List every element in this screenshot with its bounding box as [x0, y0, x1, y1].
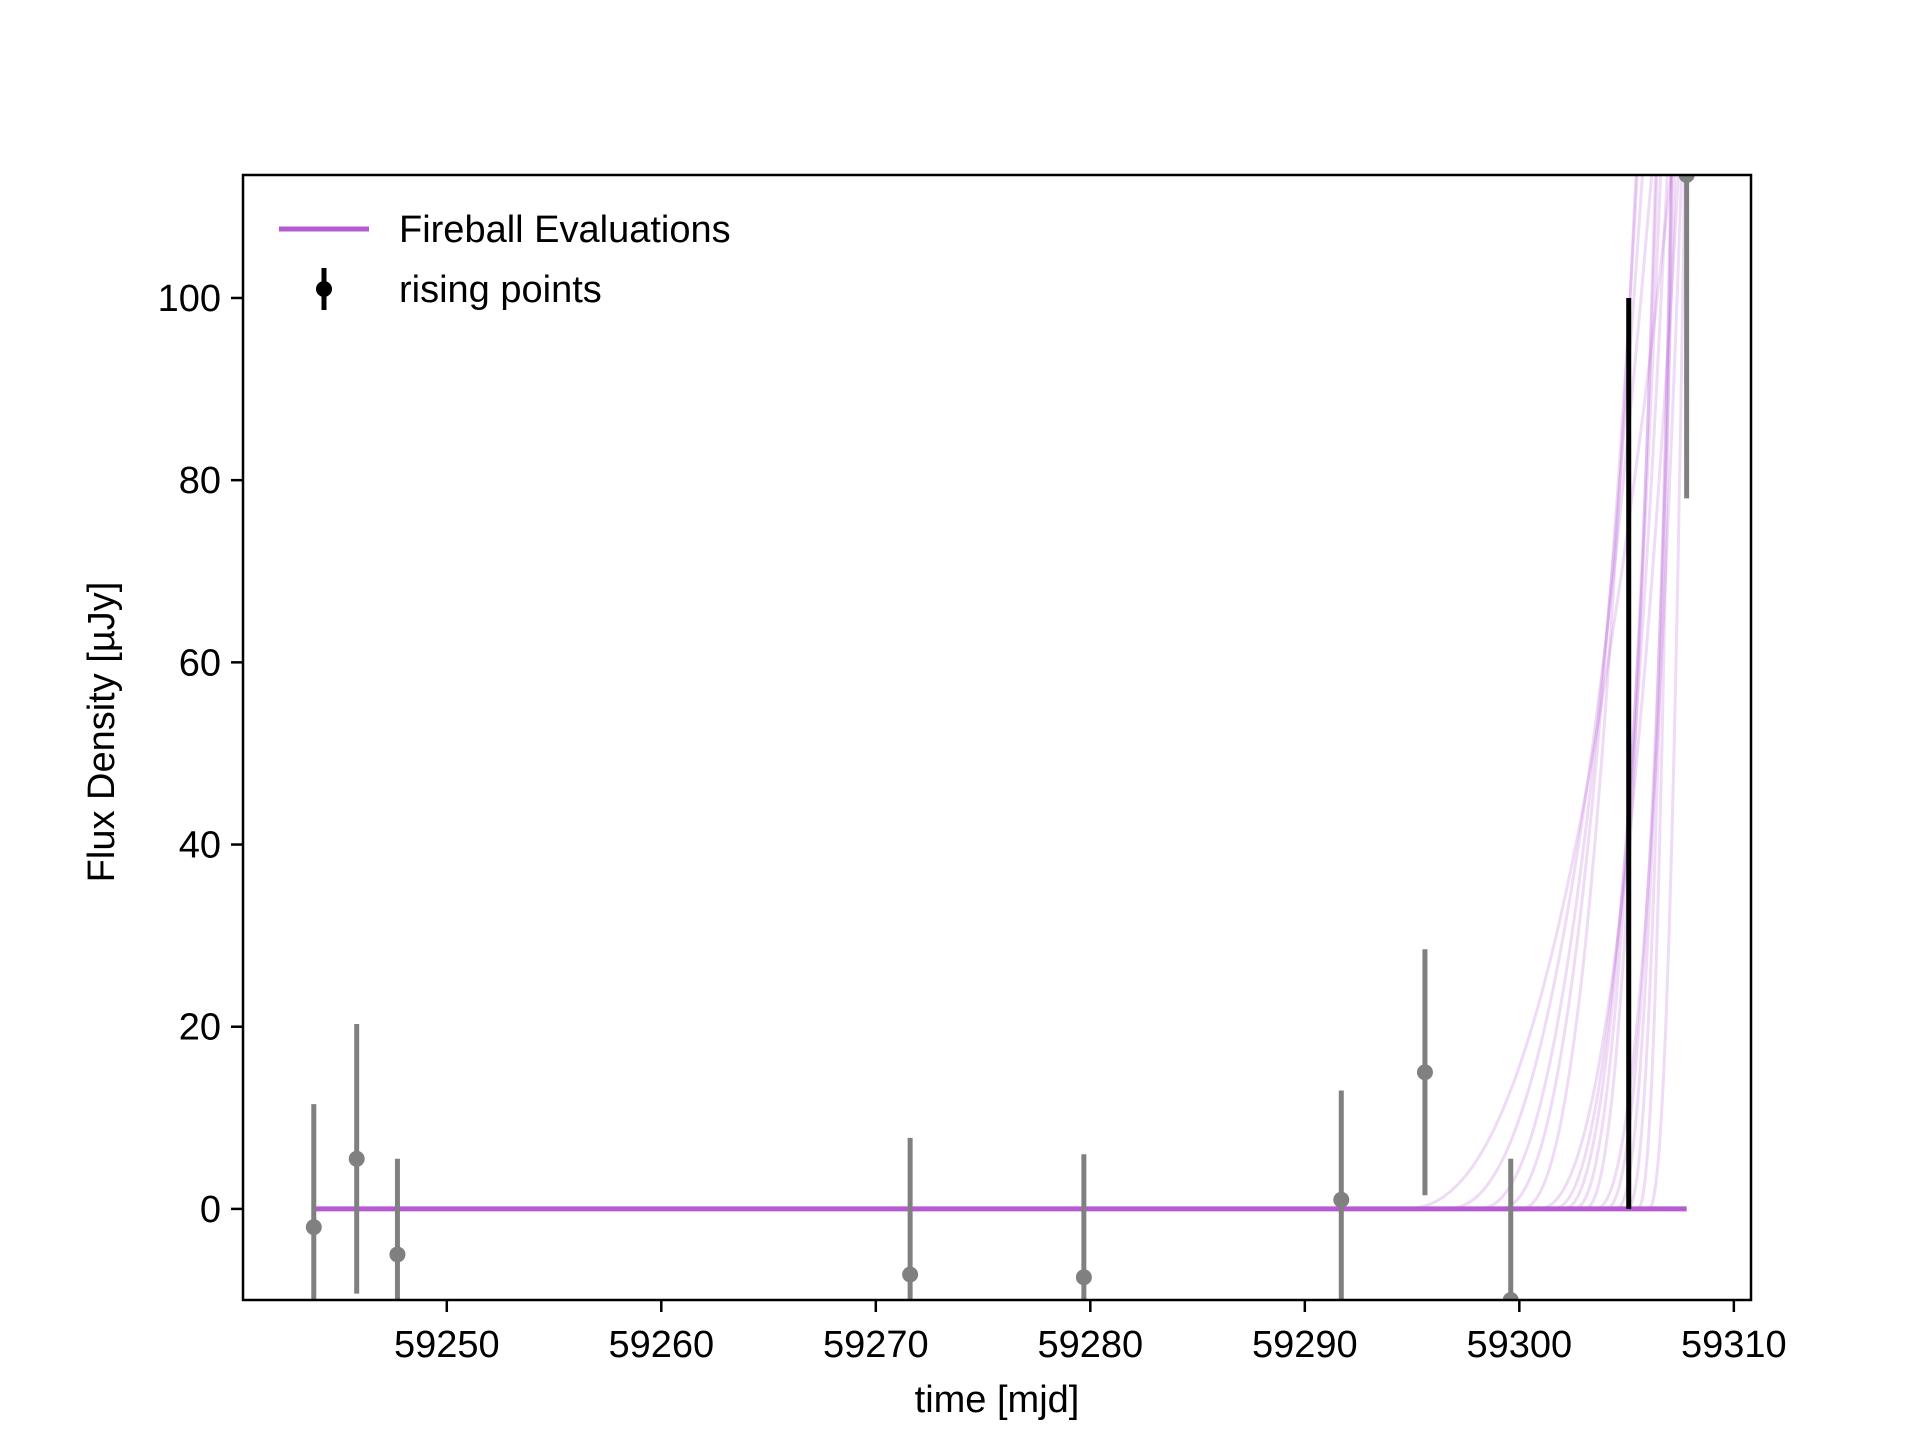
- plot-frame: [241, 173, 1753, 1302]
- fireball-curve-5: [1536, 175, 1680, 1211]
- y-tick-label-0: 0: [200, 1189, 221, 1231]
- data-point-0-marker: [305, 1219, 322, 1236]
- data-point-1-marker: [348, 1150, 365, 1167]
- legend-rising-swatch-marker: [316, 281, 332, 297]
- y-tick-label-1: 20: [179, 1007, 221, 1049]
- data-point-6-marker: [1416, 1064, 1433, 1081]
- fireball-curve-9: [1583, 175, 1657, 1211]
- y-tick-label-2: 40: [179, 825, 221, 867]
- y-tick-label-4: 80: [179, 460, 221, 502]
- data-point-3-marker: [902, 1266, 919, 1283]
- fireball-curve-13: [1626, 175, 1673, 1211]
- x-tick-label-2: 59270: [823, 1324, 929, 1366]
- fireball-curve-1: [1444, 175, 1654, 1211]
- x-tick-label-1: 59260: [608, 1324, 714, 1366]
- x-tick-label-4: 59290: [1252, 1324, 1358, 1366]
- data-point-2-marker: [389, 1246, 406, 1263]
- data-point-5-marker: [1333, 1191, 1350, 1208]
- x-axis-ticks: 59250 59260 59270 59280 59290 59300 59310: [394, 1300, 1787, 1366]
- legend-fireball-label: Fireball Evaluations: [399, 209, 731, 251]
- x-tick-label-0: 59250: [394, 1324, 500, 1366]
- legend: Fireball Evaluations rising points: [279, 209, 731, 311]
- x-tick-label-3: 59280: [1037, 1324, 1143, 1366]
- fireball-curve-11: [1604, 175, 1677, 1211]
- data-point-7-marker: [1502, 1292, 1519, 1300]
- y-axis-label: Flux Density [µJy]: [81, 582, 123, 883]
- fireball-curves: [313, 175, 1687, 1212]
- x-tick-label-5: 59300: [1466, 1324, 1572, 1366]
- data-point-4-marker: [1075, 1269, 1092, 1286]
- fireball-curve-4: [1519, 175, 1638, 1211]
- fireball-curve-0: [1401, 175, 1673, 1211]
- y-tick-label-3: 60: [179, 642, 221, 684]
- x-tick-label-6: 59310: [1681, 1324, 1787, 1366]
- fireball-curve-6: [1551, 175, 1669, 1211]
- x-axis-label: time [mjd]: [915, 1379, 1080, 1421]
- data-point-8-marker: [1678, 175, 1695, 183]
- fireball-curve-14: [1636, 175, 1674, 1211]
- y-tick-label-5: 100: [158, 278, 221, 320]
- y-axis-ticks: 0 20 40 60 80 100: [158, 278, 243, 1231]
- fireball-curve-10: [1594, 175, 1684, 1211]
- legend-rising-label: rising points: [399, 269, 602, 311]
- fireball-curve-3: [1497, 175, 1639, 1211]
- data-points: [305, 175, 1695, 1300]
- fireball-curve-7: [1562, 175, 1663, 1211]
- fireball-curve-15: [1647, 175, 1687, 1211]
